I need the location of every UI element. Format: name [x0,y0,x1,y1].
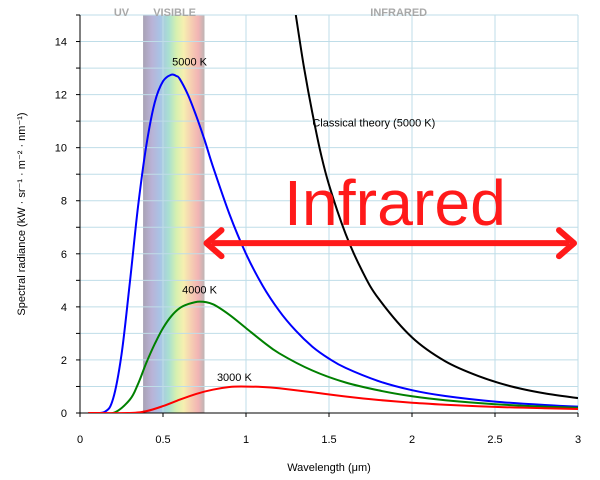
series-line [294,15,578,400]
y-tick-label: 8 [61,196,67,208]
x-tick-label: 2.5 [487,434,502,446]
x-tick-label: 0 [77,434,83,446]
series-labels: 5000 K 4000 K 3000 K Classical theory (5000… [172,56,435,384]
x-tick-label: 1 [243,434,249,446]
y-tick-label: 4 [61,302,67,314]
series-label: 3000 K [217,372,253,384]
y-tick-label: 2 [61,355,67,367]
series-label: 5000 K [172,56,208,68]
region-labels: UV VISIBLE INFRARED [114,7,427,19]
x-tick-label: 3 [575,434,581,446]
axes [76,14,579,417]
series-line [88,73,578,413]
x-tick-label: 0.5 [155,434,170,446]
y-tick-label: 12 [55,90,67,102]
series-line [88,300,578,413]
series-lines [88,15,578,413]
y-tick-label: 6 [61,249,67,261]
infrared-label: Infrared [284,167,506,239]
x-tick-labels: 0 0.5 1 1.5 2 2.5 3 [77,434,581,446]
series-label: 4000 K [182,285,218,297]
x-tick-label: 1.5 [321,434,336,446]
y-tick-labels: 0 2 4 6 8 10 12 14 [55,37,67,420]
region-label: VISIBLE [153,7,196,19]
x-tick-label: 2 [409,434,415,446]
x-axis-label: Wavelength (μm) [287,462,371,474]
y-tick-label: 10 [55,143,67,155]
region-label: INFRARED [370,7,427,19]
grid [80,14,579,414]
arrow-head-right [556,227,577,260]
y-tick-label: 0 [61,408,67,420]
series-line [88,385,578,413]
arrow-head-left [203,227,225,260]
infrared-annotation: Infrared [203,167,577,260]
region-label: UV [114,7,130,19]
series-label: Classical theory (5000 K) [312,117,435,129]
y-tick-label: 14 [55,37,67,49]
y-axis-label: Spectral radiance (kW · sr⁻¹ · m⁻² · nm⁻… [16,112,28,315]
